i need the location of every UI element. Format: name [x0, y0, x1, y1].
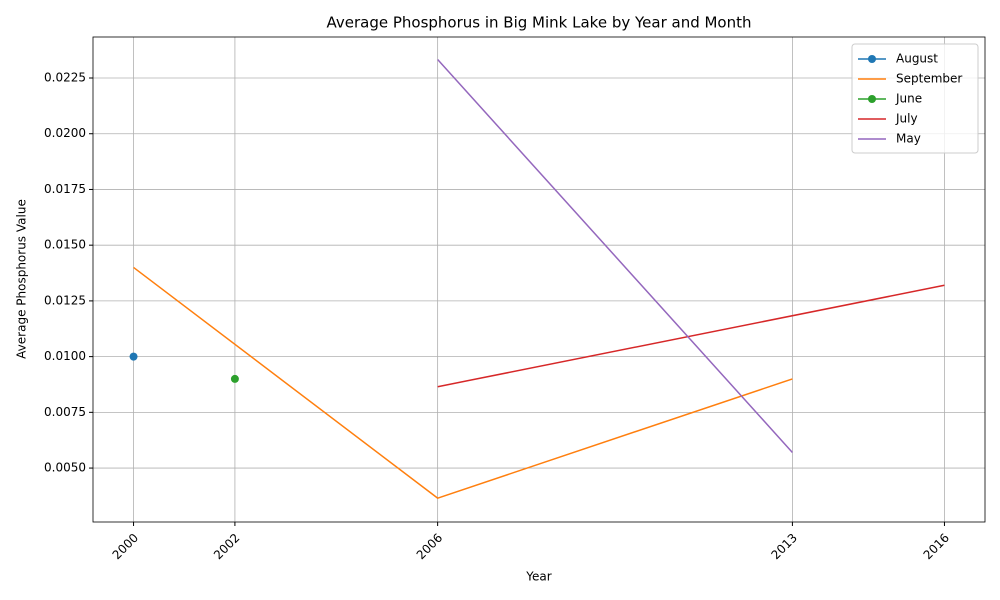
legend-box: [851, 43, 979, 154]
y-axis-label: Average Phosphorus Value: [15, 199, 29, 359]
y-tick-label: 0.0050: [44, 461, 86, 475]
y-tick-label: 0.0100: [44, 349, 86, 363]
point-marker: [129, 352, 138, 361]
y-tick-label: 0.0075: [44, 405, 86, 419]
series-line: [133, 266, 793, 499]
y-tick-label: 0.0125: [44, 293, 86, 307]
x-axis-label: Year: [525, 570, 551, 584]
series-line: [437, 59, 793, 453]
legend-label: September: [896, 72, 962, 86]
legend-marker: [868, 95, 876, 103]
legend-label: June: [895, 92, 922, 106]
legend-label: May: [896, 132, 921, 146]
legend-label: July: [895, 112, 918, 126]
point-marker: [230, 374, 239, 383]
series-line: [437, 284, 945, 388]
y-tick-label: 0.0200: [44, 126, 86, 140]
y-tick-label: 0.0225: [44, 71, 86, 85]
y-tick-label: 0.0175: [44, 182, 86, 196]
legend-label: August: [896, 52, 938, 66]
y-tick-label: 0.0150: [44, 238, 86, 252]
legend-marker: [868, 55, 876, 63]
chart-title: Average Phosphorus in Big Mink Lake by Y…: [326, 14, 751, 32]
plot-frame: [92, 36, 986, 523]
